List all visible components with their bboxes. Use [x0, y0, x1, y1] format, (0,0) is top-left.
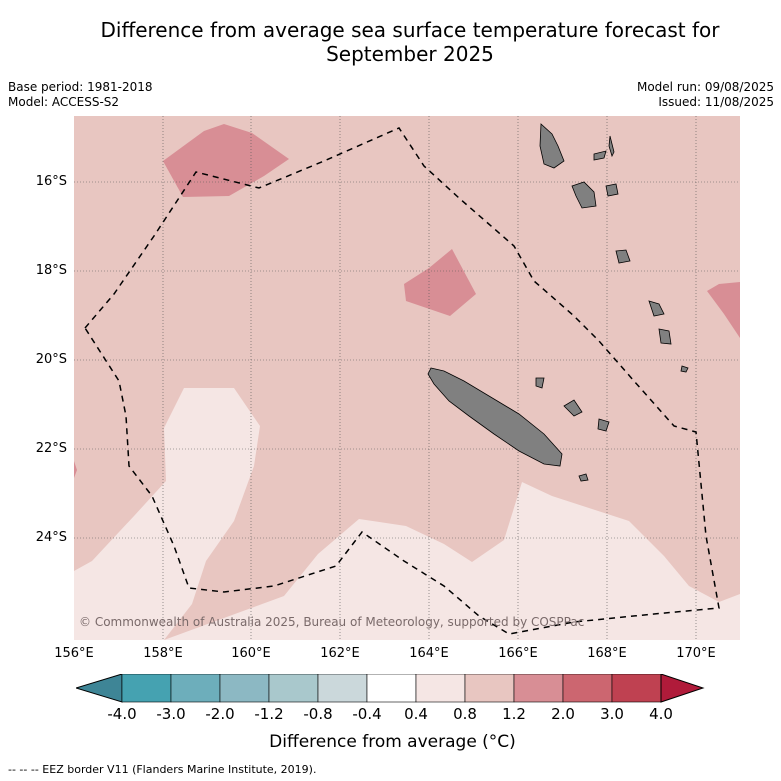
colorbar-tick-3: -2.0	[205, 705, 235, 723]
colorbar-segment-5	[317, 673, 368, 703]
title-line-1: Difference from average sea surface temp…	[100, 18, 720, 42]
colorbar-segment-8	[464, 673, 515, 703]
loyalty-island-1	[563, 399, 583, 417]
colorbar-segment-1	[121, 673, 172, 703]
lat-label-24s: 24°S	[35, 530, 67, 545]
colorbar-tick-8: 0.8	[453, 705, 477, 723]
colorbar-tick-9: 1.2	[502, 705, 526, 723]
colorbar-tick-10: 2.0	[551, 705, 575, 723]
model-run-text: Model run: 09/08/2025	[636, 80, 774, 94]
colorbar-segment-2	[170, 673, 221, 703]
warm-anomaly-region-central	[404, 249, 476, 316]
vanuatu-efate	[615, 249, 631, 264]
lat-label-22s: 22°S	[35, 441, 67, 456]
eez-border	[84, 127, 720, 635]
warm-anomaly-region-west-edge	[74, 461, 77, 478]
colorbar-segment-3	[219, 673, 270, 703]
lon-label-166e: 166°E	[498, 646, 538, 661]
vanuatu-erromango	[658, 328, 672, 345]
warm-anomaly-region-east	[707, 282, 740, 338]
lat-label-20s: 20°S	[35, 352, 67, 367]
colorbar-tick-7: 0.4	[404, 705, 428, 723]
lat-label-16s: 16°S	[35, 174, 67, 189]
colorbar-title: Difference from average (°C)	[269, 732, 516, 752]
title-line-2: September 2025	[326, 42, 494, 66]
small-island-east	[680, 365, 689, 373]
lat-label-18s: 18°S	[35, 263, 67, 278]
new-caledonia-island	[427, 367, 563, 467]
colorbar-tick-5: -0.8	[303, 705, 333, 723]
colorbar-segment-11	[611, 673, 662, 703]
colorbar-segment-6	[366, 673, 417, 703]
vanuatu-malekula	[571, 181, 597, 209]
colorbar-tick-12: 4.0	[649, 705, 673, 723]
vanuatu-island-small-1	[593, 150, 607, 161]
light-anomaly-region-south	[164, 482, 740, 640]
colorbar-tick-11: 3.0	[600, 705, 624, 723]
map-title: Difference from average sea surface temp…	[60, 18, 760, 66]
lon-label-162e: 162°E	[320, 646, 360, 661]
issued-text: Issued: 11/08/2025	[658, 95, 774, 109]
colorbar-segment-4	[268, 673, 319, 703]
matthew-hunter-island	[535, 377, 545, 389]
colorbar-max-arrow	[660, 673, 705, 703]
warm-anomaly-region-north	[163, 124, 289, 197]
run-info: Model run: 09/08/2025 Issued: 11/08/2025	[637, 80, 774, 110]
copyright-text: © Commonwealth of Australia 2025, Bureau…	[79, 615, 585, 629]
lon-label-168e: 168°E	[587, 646, 627, 661]
base-period-text: Base period: 1981-2018	[8, 80, 153, 94]
colorbar-segment-7	[415, 673, 466, 703]
base-info: Base period: 1981-2018 Model: ACCESS-S2	[8, 80, 153, 110]
lon-label-170e: 170°E	[676, 646, 716, 661]
vanuatu-island-small-3	[605, 183, 619, 197]
colorbar-min-arrow	[74, 673, 123, 703]
colorbar-tick-6: -0.4	[352, 705, 382, 723]
colorbar-tick-2: -3.0	[156, 705, 186, 723]
loyalty-island-3	[578, 473, 589, 482]
model-text: Model: ACCESS-S2	[8, 95, 120, 109]
colorbar-segment-9	[513, 673, 564, 703]
vanuatu-island-small-2	[608, 135, 615, 158]
graticule	[74, 116, 740, 640]
vanuatu-tanna	[648, 300, 665, 317]
eez-legend-footer: -- -- -- EEZ border V11 (Flanders Marine…	[8, 763, 317, 776]
sst-anomaly-map	[74, 116, 740, 640]
loyalty-island-2	[597, 418, 610, 432]
colorbar-tick-4: -1.2	[254, 705, 284, 723]
map-svg	[74, 116, 740, 640]
lon-label-160e: 160°E	[231, 646, 271, 661]
vanuatu-espiritu-santo	[539, 123, 565, 169]
colorbar-tick-1: -4.0	[107, 705, 137, 723]
colorbar-svg	[74, 673, 705, 703]
colorbar-segment-10	[562, 673, 613, 703]
light-anomaly-region-west	[74, 388, 260, 640]
lon-label-164e: 164°E	[409, 646, 449, 661]
lon-label-158e: 158°E	[143, 646, 183, 661]
land-masses	[427, 123, 689, 482]
colorbar	[74, 673, 706, 708]
lon-label-156e: 156°E	[54, 646, 94, 661]
